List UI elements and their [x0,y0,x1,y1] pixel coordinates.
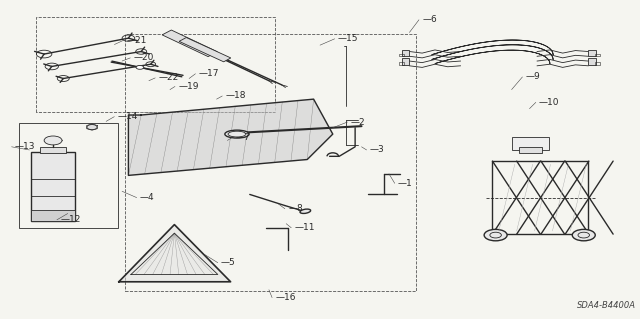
Polygon shape [162,30,218,56]
Bar [399,54,404,56]
Bar [19,123,118,228]
Ellipse shape [225,130,249,138]
Bar [399,62,404,65]
Text: —3: —3 [370,145,385,154]
Text: —4: —4 [140,193,154,202]
Text: —2: —2 [351,117,365,127]
Text: —10: —10 [539,98,559,107]
Text: —9: —9 [525,72,540,81]
Text: —16: —16 [275,293,296,302]
Text: —11: —11 [294,223,315,232]
Bar [588,58,596,65]
Circle shape [484,229,507,241]
Text: —1: —1 [398,179,413,188]
Text: —13: —13 [15,142,35,151]
Bar [588,50,596,56]
Text: —18: —18 [225,92,246,100]
Bar [402,50,410,56]
Text: —14: —14 [118,112,138,121]
Bar [595,62,600,65]
Bar [511,137,548,150]
Text: —19: —19 [178,82,199,91]
Polygon shape [129,99,333,175]
Bar [519,147,541,153]
Polygon shape [179,38,231,62]
Circle shape [572,229,595,241]
Ellipse shape [300,209,310,213]
Circle shape [87,124,97,130]
Bar [595,54,600,56]
Text: SDA4-B4400A: SDA4-B4400A [577,301,636,310]
Bar [31,210,75,221]
Polygon shape [119,225,230,282]
Bar [31,152,75,221]
Text: —17: —17 [198,69,219,78]
Text: —6: —6 [422,15,437,24]
Text: —8: —8 [288,204,303,213]
Text: —20: —20 [134,53,154,62]
Text: —22: —22 [159,73,179,82]
Text: —15: —15 [338,34,358,43]
Circle shape [44,136,62,145]
Text: —21: —21 [127,36,147,45]
Text: —5: —5 [221,258,236,267]
Text: —7: —7 [236,133,250,142]
Bar [402,58,410,65]
Text: —12: —12 [60,215,81,224]
Circle shape [136,65,144,69]
Bar [40,147,66,152]
